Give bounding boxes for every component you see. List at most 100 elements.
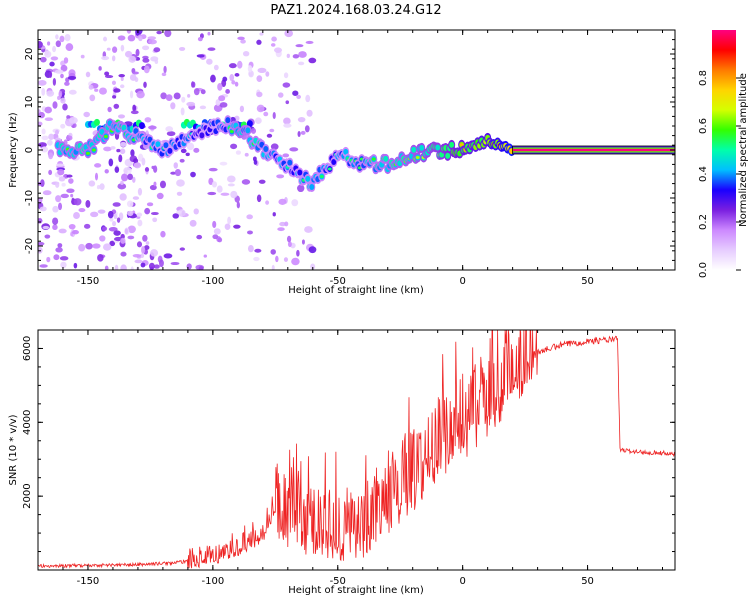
spectrogram-noise-cell [134, 259, 143, 264]
spectrogram-noise-cell [132, 71, 139, 75]
spectrogram-noise-cell [119, 148, 126, 155]
spectrogram-noise-cell [132, 104, 137, 112]
spectrogram-noise-cell [120, 264, 127, 270]
spectrogram-noise-cell [60, 193, 69, 199]
spectrogram-noise-cell [147, 36, 157, 40]
spectrogram-noise-cell [173, 162, 178, 169]
spectrogram-noise-cell [291, 199, 299, 207]
spectrogram-noise-cell [207, 31, 211, 36]
colorbar-tick-label: 0.6 [698, 118, 709, 134]
y-tick-label: 6000 [22, 336, 33, 361]
spectrogram-noise-cell [136, 212, 143, 217]
spectrogram-noise-cell [247, 65, 253, 73]
spectrogram-noise-cell [231, 80, 236, 85]
spectrogram-noise-cell [66, 188, 75, 193]
spectrogram-noise-cell [142, 234, 148, 242]
spectrogram-noise-cell [193, 147, 200, 153]
spectrogram-noise-cell [176, 210, 181, 214]
spectrogram-noise-cell [132, 196, 140, 200]
spectrogram-noise-cell [256, 91, 263, 98]
spectrogram-noise-cell [52, 45, 57, 53]
spectrogram-ridge-peak [371, 157, 376, 161]
spectrogram-noise-cell [38, 246, 43, 254]
spectrogram-noise-cell [185, 152, 190, 157]
spectrogram-noise-cell [304, 125, 310, 133]
spectrogram-noise-cell [60, 97, 66, 104]
spectrogram-ridge-cell [383, 155, 389, 162]
spectrogram-noise-cell [189, 219, 197, 227]
spectrogram-noise-cell [101, 55, 110, 61]
spectrogram-noise-cell [141, 157, 146, 166]
spectrogram-noise-cell [156, 192, 164, 200]
spectrogram-noise-cell [94, 88, 99, 92]
spectrogram-noise-cell [234, 81, 239, 87]
snr-y-label: SNR (10 * v/v) [8, 414, 19, 485]
spectrogram-ridge-cell [309, 184, 315, 191]
spectrogram-noise-cell [283, 72, 289, 79]
spectrogram-noise-cell [222, 76, 228, 82]
spectrogram-noise-cell [60, 123, 66, 129]
spectrogram-noise-cell [142, 58, 150, 63]
spectrogram-noise-cell [173, 92, 181, 100]
spectrogram-noise-cell [97, 209, 106, 214]
spectrogram-ridge-cell [287, 159, 293, 166]
spectrogram-carrier-band [512, 148, 675, 152]
spectrogram-noise-cell [187, 94, 191, 98]
spectrogram-noise-cell [246, 214, 253, 220]
spectrogram-noise-cell [59, 256, 69, 261]
spectrogram-noise-cell [150, 249, 159, 257]
spectrogram-noise-cell [247, 230, 253, 235]
spectrogram-noise-cell [68, 178, 74, 184]
spectrogram-noise-cell [44, 106, 52, 114]
spectrogram-noise-cell [55, 247, 63, 253]
x-tick-label: 50 [581, 276, 594, 287]
spectrogram-noise-cell [287, 241, 292, 248]
spectrogram-noise-cell [179, 247, 185, 251]
spectrogram-noise-cell [198, 265, 204, 270]
spectrogram-noise-cell [57, 168, 65, 176]
spectrogram-noise-cell [227, 175, 236, 183]
spectrogram-noise-cell [298, 61, 305, 66]
spectrogram-noise-cell [113, 88, 121, 93]
spectrogram-noise-cell [207, 47, 216, 51]
spectrogram-noise-cell [256, 39, 262, 45]
spectrogram-noise-cell [102, 226, 108, 231]
spectrogram-noise-cell [258, 179, 266, 184]
spectrogram-noise-cell [120, 251, 127, 257]
colorbar-tick-label: 0.2 [698, 214, 709, 230]
colorbar-ticks: 0.0 0.2 0.4 0.6 0.8 [698, 70, 741, 278]
spectrogram-noise-cell [256, 104, 265, 113]
spectrogram-noise-cell [114, 166, 120, 173]
spectrogram-noise-cell [256, 194, 262, 203]
spectrogram-noise-cell [137, 219, 143, 227]
spectrogram-ridge-cell [121, 124, 127, 131]
spectrogram-noise-cell [85, 71, 91, 78]
spectrogram-noise-cell [124, 228, 128, 235]
spectrogram-noise-cell [286, 53, 290, 59]
spectrogram-noise-cell [208, 167, 218, 172]
spectrogram-noise-cell [166, 131, 176, 137]
spectrogram-noise-cell [233, 224, 241, 229]
spectrogram-band-cell [93, 118, 100, 126]
spectrogram-noise-cell [301, 239, 305, 245]
spectrogram-noise-cell [59, 35, 65, 43]
spectrogram-noise-cell [263, 111, 269, 117]
spectrogram-noise-cell [217, 83, 223, 91]
spectrogram-noise-cell [148, 39, 157, 45]
spectrogram-noise-cell [206, 58, 213, 65]
spectrogram-ridge-cell [263, 146, 269, 153]
colorbar-tick-label: 0.4 [698, 166, 709, 182]
spectrogram-ridge-cell [343, 148, 349, 155]
spectrogram-noise-cell [144, 117, 152, 123]
spectrogram-noise-cell [170, 102, 176, 110]
spectrogram-noise-cell [228, 63, 237, 69]
spectrogram-noise-cell [282, 153, 290, 158]
x-tick-label: 0 [459, 576, 465, 587]
spectrogram-noise-cell [200, 89, 206, 95]
spectrogram-noise-cell [217, 237, 223, 243]
spectrogram-noise-cell [39, 264, 48, 268]
spectrogram-ridge-peak [103, 134, 108, 138]
spectrogram-noise-cell [40, 179, 45, 187]
colorbar-label: Normalized spectral amplitude [738, 73, 749, 227]
